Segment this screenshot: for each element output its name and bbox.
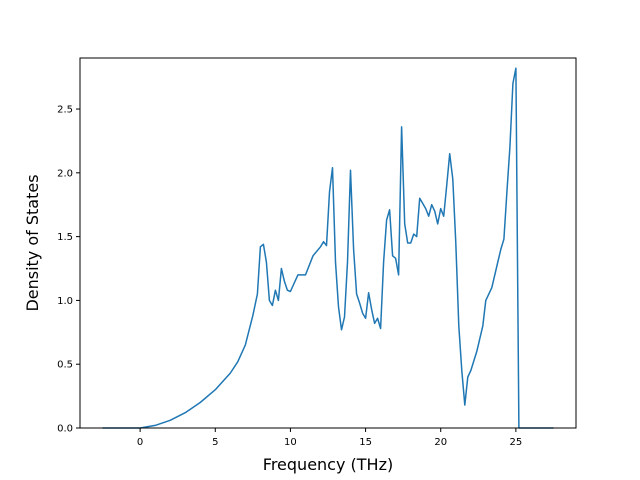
plot-area [102, 67, 554, 429]
y-tick-label: 0.5 [57, 360, 73, 371]
x-axis-label: Frequency (THz) [263, 455, 393, 474]
y-axis-label: Density of States [23, 174, 42, 311]
x-tick-label: 15 [359, 437, 372, 448]
y-tick-label: 1.5 [57, 232, 73, 243]
x-tick-label: 5 [212, 437, 218, 448]
axis-ticks: 0 5 10 15 20 25 0.0 0.5 1.0 1.5 2.0 2.5 [57, 105, 522, 448]
y-tick-label: 1.0 [57, 296, 73, 307]
y-tick-label: 2.0 [57, 168, 73, 179]
x-tick-label: 20 [434, 437, 447, 448]
y-tick-label: 2.5 [57, 105, 73, 116]
x-tick-label: 0 [137, 437, 143, 448]
axes-frame [79, 57, 577, 429]
y-tick-label: 0.0 [57, 424, 73, 435]
x-tick-label: 25 [510, 437, 523, 448]
x-tick-label: 10 [284, 437, 297, 448]
dos-series-line [102, 67, 554, 429]
